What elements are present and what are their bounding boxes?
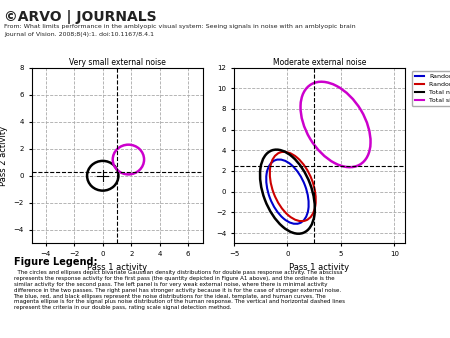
Text: Figure Legend:: Figure Legend:	[14, 257, 97, 267]
Title: Very small external noise: Very small external noise	[68, 58, 166, 67]
Title: Moderate external noise: Moderate external noise	[273, 58, 366, 67]
Text: From: What limits performance in the amblyopic visual system: Seeing signals in : From: What limits performance in the amb…	[4, 24, 356, 29]
Y-axis label: Pass 2 activity: Pass 2 activity	[0, 125, 8, 186]
Text: ©ARVO | JOURNALS: ©ARVO | JOURNALS	[4, 10, 157, 24]
Legend: Random, Random + template, Total noise, Total signal + noise: Random, Random + template, Total noise, …	[412, 71, 450, 106]
X-axis label: Pass 1 activity: Pass 1 activity	[87, 263, 147, 271]
Text: The circles and ellipses depict bivariate Gaussian density distributions for dou: The circles and ellipses depict bivariat…	[14, 270, 345, 310]
Text: Journal of Vision. 2008;8(4):1. doi:10.1167/8.4.1: Journal of Vision. 2008;8(4):1. doi:10.1…	[4, 32, 154, 37]
X-axis label: Pass 1 activity: Pass 1 activity	[289, 263, 350, 271]
